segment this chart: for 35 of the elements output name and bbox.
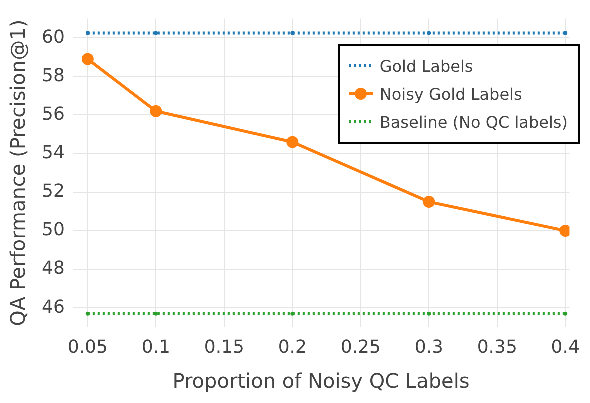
- y-tick-label: 60: [42, 26, 65, 48]
- point: [427, 31, 432, 36]
- y-tick-label: 58: [42, 65, 65, 86]
- y-tick-label: 56: [42, 104, 65, 125]
- x-tick-label: 0.2: [278, 336, 307, 358]
- point: [154, 312, 158, 316]
- y-tick-label: 50: [42, 220, 65, 241]
- x-axis-title: Proportion of Noisy QC Labels: [172, 369, 470, 394]
- x-tick-label: 0.35: [477, 336, 518, 358]
- x-tick-label: 0.1: [142, 336, 170, 358]
- x-tick-label: 0.25: [340, 336, 381, 358]
- point: [423, 196, 436, 208]
- y-tick-label: 52: [42, 181, 65, 202]
- point: [150, 105, 162, 118]
- legend-label: Baseline (No QC labels): [380, 112, 568, 132]
- legend-label: Noisy Gold Labels: [380, 84, 522, 104]
- point: [564, 31, 568, 36]
- y-tick-label: 54: [42, 142, 65, 164]
- y-tick-label: 48: [42, 258, 65, 280]
- legend-label: Gold Labels: [380, 56, 474, 76]
- point: [86, 31, 90, 36]
- point: [154, 31, 158, 36]
- x-tick-label: 0.3: [414, 336, 444, 358]
- y-tick-label: 46: [42, 296, 65, 318]
- point: [290, 312, 295, 316]
- point: [290, 31, 295, 36]
- point: [427, 312, 432, 316]
- x-tick-label: 0.15: [204, 336, 244, 358]
- point: [86, 312, 90, 316]
- y-axis-title: QA Performance (Precision@1): [6, 20, 30, 326]
- x-tick-label: 0.4: [551, 336, 580, 358]
- x-tick-label: 0.05: [68, 336, 108, 358]
- point: [564, 312, 568, 316]
- point: [82, 53, 94, 66]
- point: [286, 136, 299, 148]
